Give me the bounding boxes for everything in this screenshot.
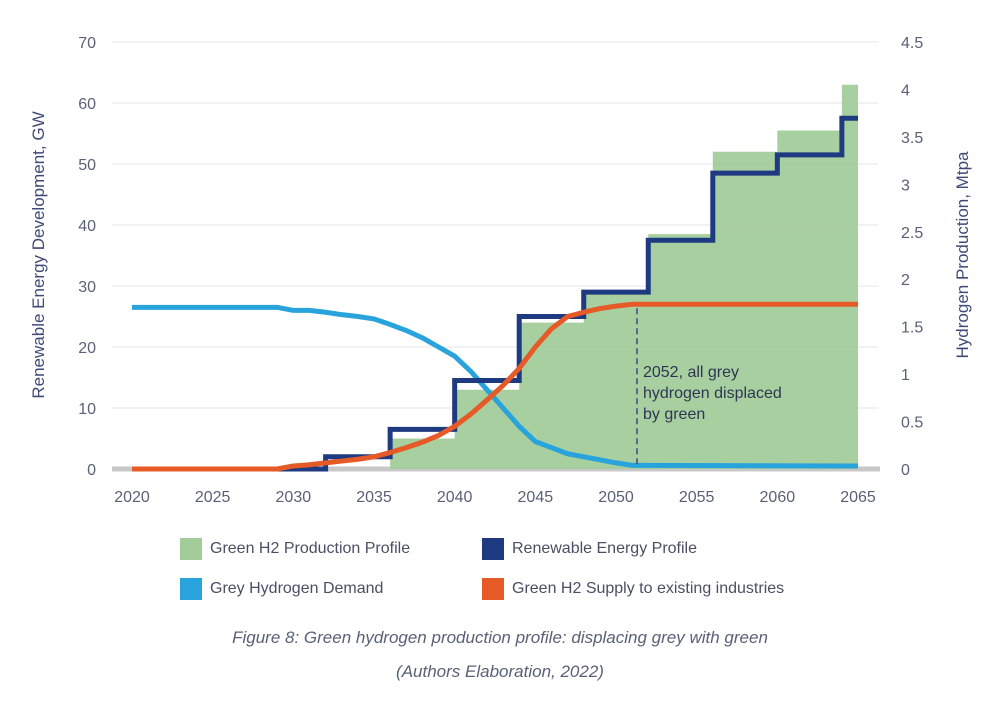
y-right-tick-label: 3.5	[901, 130, 923, 147]
legend-swatch-green-h2	[180, 538, 202, 560]
y-left-tick-label: 20	[78, 340, 96, 357]
y-left-tick-label: 0	[87, 462, 96, 479]
y-left-axis-title: Renewable Energy Development, GW	[29, 111, 48, 398]
legend-label-grey-demand: Grey Hydrogen Demand	[210, 580, 384, 597]
x-tick-label: 2035	[356, 489, 392, 506]
y-right-tick-label: 3	[901, 177, 910, 194]
figure-source: (Authors Elaboration, 2022)	[396, 662, 604, 681]
legend-label-green-supply: Green H2 Supply to existing industries	[512, 580, 785, 597]
chart-canvas: 2052, all grey hydrogen displaced by green…	[29, 35, 972, 506]
y-right-tick-label: 1.5	[901, 320, 923, 337]
y-left-tick-label: 70	[78, 35, 96, 52]
x-tick-label: 2050	[598, 489, 634, 506]
y-right-tick-label: 2	[901, 272, 910, 289]
legend-swatch-grey-demand	[180, 578, 202, 600]
legend-label-renewable: Renewable Energy Profile	[512, 540, 697, 557]
y-right-tick-label: 4.5	[901, 35, 923, 52]
y-right-tick-label: 0	[901, 462, 910, 479]
x-tick-label: 2060	[760, 489, 796, 506]
series-layer	[132, 84, 859, 472]
series-grey-demand-line	[132, 304, 859, 469]
y-right-tick-label: 1	[901, 367, 910, 384]
legend-item-green-h2: Green H2 Production Profile	[180, 538, 410, 560]
x-tick-label: 2065	[840, 489, 876, 506]
x-tick-label: 2040	[437, 489, 473, 506]
y-right-tick-label: 2.5	[901, 225, 923, 242]
y-left-tick-label: 50	[78, 157, 96, 174]
y-right-axis-title: Hydrogen Production, Mtpa	[953, 151, 972, 358]
x-tick-label: 2030	[276, 489, 312, 506]
x-tick-label: 2045	[518, 489, 554, 506]
y-right-ticks: 0 0.5 1 1.5 2 2.5 3 3.5 4 4.5	[901, 35, 923, 479]
legend-label-green-h2: Green H2 Production Profile	[210, 540, 411, 557]
legend-item-green-supply: Green H2 Supply to existing industries	[482, 578, 784, 600]
x-tick-label: 2025	[195, 489, 231, 506]
x-ticks: 2020 2025 2030 2035 2040 2045 2050 2055 2060 2065	[114, 489, 876, 506]
figure-caption: Figure 8: Green hydrogen production prof…	[232, 628, 768, 647]
y-left-tick-label: 40	[78, 218, 96, 235]
y-right-tick-label: 4	[901, 82, 910, 99]
annotation-layer: 2052, all grey hydrogen displaced by green	[636, 308, 782, 467]
y-left-tick-label: 60	[78, 96, 96, 113]
series-green-supply-line	[132, 301, 858, 472]
legend-item-renewable: Renewable Energy Profile	[482, 538, 697, 560]
legend: Green H2 Production Profile Renewable En…	[180, 538, 880, 618]
y-right-tick-label: 0.5	[901, 415, 923, 432]
series-green-h2-area	[132, 84, 858, 469]
y-left-tick-label: 30	[78, 279, 96, 296]
annotation-text-line: hydrogen displaced	[643, 385, 782, 402]
x-tick-label: 2055	[679, 489, 715, 506]
legend-item-grey-demand: Grey Hydrogen Demand	[180, 578, 383, 600]
series-renewable-step-line	[132, 115, 858, 472]
legend-swatch-renewable	[482, 538, 504, 560]
x-tick-label: 2020	[114, 489, 150, 506]
legend-swatch-green-supply	[482, 578, 504, 600]
y-left-ticks: 0 10 20 30 40 50 60 70	[78, 35, 96, 479]
y-left-tick-label: 10	[78, 401, 96, 418]
annotation-text-line: 2052, all grey	[643, 364, 739, 381]
annotation-text-line: by green	[643, 406, 705, 423]
